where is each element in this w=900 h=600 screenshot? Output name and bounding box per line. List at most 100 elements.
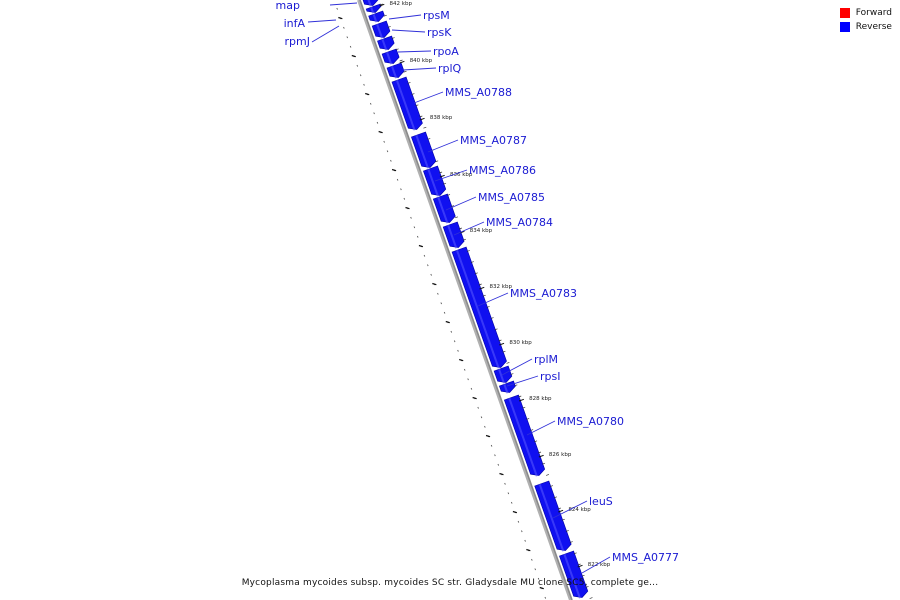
gene-label-mms_a0785[interactable]: MMS_A0785 [478,191,545,204]
minor-tick [486,306,490,308]
leader-line [391,29,426,33]
backbone [357,0,573,600]
minor-tick [391,37,395,39]
inner-dash [432,282,437,286]
minor-tick [565,530,569,532]
gene-label-mms_a0783[interactable]: MMS_A0783 [510,287,577,300]
tick-label: 836 kbp [450,172,473,178]
gene-label-rpsm[interactable]: rpsM [423,9,450,22]
gene-label-leus[interactable]: leuS [589,495,613,508]
gene-highlight [538,483,565,552]
inner-dot [524,539,526,542]
minor-tick [569,541,573,543]
gene-highlight [367,0,372,7]
major-tick [577,564,583,568]
inner-dot [510,501,513,504]
minor-tick [546,474,550,476]
gene-highlight [381,38,388,51]
tick-label: 842 kbp [390,1,413,7]
minor-tick [451,205,455,207]
minor-tick [462,238,466,241]
minor-tick [506,362,510,364]
inner-dash [365,92,370,96]
gene-arrow-mms_a0783[interactable] [451,246,507,368]
inner-dot [463,368,466,371]
inner-dot [453,340,456,343]
minor-tick [530,429,534,431]
inner-dash [526,548,531,552]
gene-label-mms_a0780[interactable]: MMS_A0780 [557,415,624,428]
inner-dot [376,121,379,124]
gene-label-map[interactable]: map [276,0,300,12]
gene-label-mms_a0777[interactable]: MMS_A0777 [612,551,679,564]
minor-tick [549,485,554,487]
inner-dot [373,112,375,115]
minor-tick [553,496,557,499]
tick-label: 840 kbp [410,58,433,64]
inner-dot [534,568,536,571]
minor-tick [387,26,391,28]
major-tick [479,286,485,290]
legend-item-forward[interactable]: Forward [839,8,892,18]
minor-tick [439,171,443,174]
minor-tick [411,93,415,95]
inner-dot [507,492,510,495]
gene-label-rpsi[interactable]: rpsI [540,370,560,383]
gene-label-mms_a0788[interactable]: MMS_A0788 [445,86,512,99]
gene-arrow-rpsi[interactable] [499,380,516,393]
inner-dot [403,197,406,200]
minor-tick [502,350,506,353]
inner-dot [490,444,493,447]
tick-label: 834 kbp [470,228,493,234]
gene-label-rpsk[interactable]: rpsK [427,26,452,39]
leader-line [434,169,468,182]
minor-tick [522,406,526,409]
inner-dot [396,178,399,181]
minor-tick [514,384,518,387]
leader-line [477,292,509,307]
gene-label-mms_a0784[interactable]: MMS_A0784 [486,216,553,229]
gene-highlight [447,224,458,249]
minor-tick [415,104,419,107]
minor-tick [407,82,411,84]
leader-line [453,221,485,236]
gene-arrow-rpmj[interactable] [368,10,385,22]
gene-highlight [376,23,384,39]
inner-dot [416,235,419,238]
gene-arrow-rpsk[interactable] [377,35,395,50]
inner-dot [484,425,486,428]
leader-line [581,556,611,574]
inner-tick-track [336,7,547,599]
leader-line [307,19,337,23]
inner-dot [443,311,446,314]
minor-tick [510,373,514,375]
gene-label-infa[interactable]: infA [284,17,306,30]
inner-dot [383,140,385,143]
gene-arrow-infa[interactable] [365,3,382,13]
gene-highlight [437,196,449,224]
major-tick [518,398,525,402]
inner-dot [363,83,365,86]
gene-label-rpmj[interactable]: rpmJ [285,35,310,48]
minor-tick [526,418,530,420]
legend-item-reverse[interactable]: Reverse [839,22,892,32]
gene-label-rplm[interactable]: rplM [534,353,558,366]
gene-label-rplq[interactable]: rplQ [438,62,462,75]
inner-dot [413,226,416,229]
gene-label-rpoa[interactable]: rpoA [433,45,459,58]
minor-tick [474,272,478,275]
gene-highlight [563,553,581,599]
minor-tick [561,518,565,521]
minor-tick [435,160,439,163]
inner-dash [445,320,450,324]
inner-dot [480,416,483,419]
inner-dot [477,406,479,409]
leader-line [506,375,539,387]
inner-dash [418,244,424,248]
gene-label-mms_a0786[interactable]: MMS_A0786 [469,164,536,177]
inner-dot [423,254,426,257]
minor-tick [383,14,387,17]
inner-dot [544,596,547,599]
inner-dot [497,463,500,466]
gene-label-mms_a0787[interactable]: MMS_A0787 [460,134,527,147]
